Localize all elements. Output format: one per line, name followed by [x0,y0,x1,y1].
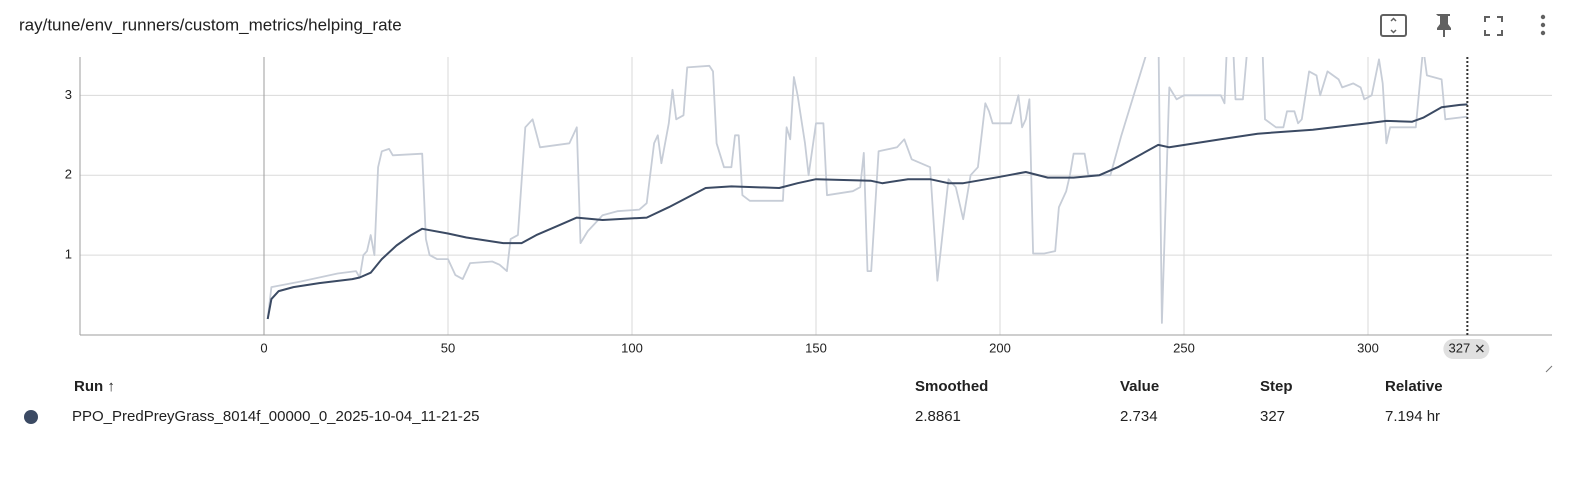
x-tick-label: 50 [441,340,455,355]
x-tick-label: 200 [989,340,1011,355]
series-group [266,57,1468,324]
cursor-chip [1443,339,1490,359]
fullscreen-button[interactable] [1484,16,1503,36]
series-line [266,57,1468,324]
more-menu-button[interactable] [1540,14,1546,36]
cursor-close [1475,344,1484,353]
series-line [266,103,1468,320]
table-cell: 2.734 [1120,408,1158,425]
table-header: Step [1260,378,1293,395]
cursor-label: 327 [1449,340,1471,355]
x-tick-label: 150 [805,340,827,355]
table-cell: PPO_PredPreyGrass_8014f_00000_0_2025-10-… [72,408,480,425]
table-cell: 7.194 hr [1385,408,1440,425]
x-tick-label: 300 [1357,340,1379,355]
x-tick-label: 0 [260,340,267,355]
table-header: Value [1120,378,1159,395]
table-cell: 327 [1260,408,1285,425]
y-tick-label: 1 [65,247,72,262]
y-tick-label: 2 [65,167,72,182]
table-header: Relative [1385,378,1443,395]
card-title: ray/tune/env_runners/custom_metrics/help… [19,15,402,34]
fit-domain-button[interactable] [1380,14,1407,37]
y-tick-label: 3 [65,87,72,102]
pin-button[interactable] [1436,14,1451,37]
x-tick-label: 100 [621,340,643,355]
table-header: Run ↑ [74,378,115,395]
resize-handle[interactable] [1545,365,1553,373]
table-header: Smoothed [915,378,988,395]
table-cell: 2.8861 [915,408,961,425]
x-tick-label: 250 [1173,340,1195,355]
plot-area [80,57,1552,335]
run-color-dot [24,410,38,424]
